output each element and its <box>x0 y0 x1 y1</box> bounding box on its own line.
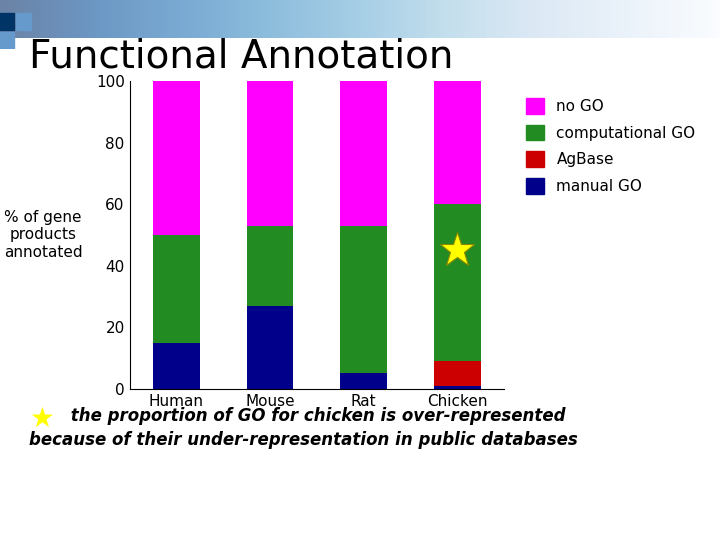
Text: because of their under-representation in public databases: because of their under-representation in… <box>29 431 577 449</box>
Bar <box>246 306 294 389</box>
Bar <box>246 81 294 226</box>
Bar <box>0 12 14 30</box>
Bar <box>0 31 14 49</box>
Bar <box>246 226 294 306</box>
Bar <box>16 12 30 30</box>
Legend: no GO, computational GO, AgBase, manual GO: no GO, computational GO, AgBase, manual … <box>523 95 698 197</box>
Bar <box>153 81 199 235</box>
Bar <box>153 342 199 389</box>
Bar <box>340 81 387 226</box>
Text: Functional Annotation: Functional Annotation <box>29 38 453 76</box>
Bar <box>433 81 481 204</box>
Text: % of gene
products
annotated: % of gene products annotated <box>4 210 83 260</box>
Text: the proportion of GO for chicken is over-represented: the proportion of GO for chicken is over… <box>65 407 565 425</box>
Bar <box>433 361 481 386</box>
Bar <box>433 386 481 389</box>
Text: ★: ★ <box>29 404 54 433</box>
Bar <box>153 235 199 342</box>
Bar <box>433 204 481 361</box>
Bar <box>340 226 387 374</box>
Bar <box>340 374 387 389</box>
